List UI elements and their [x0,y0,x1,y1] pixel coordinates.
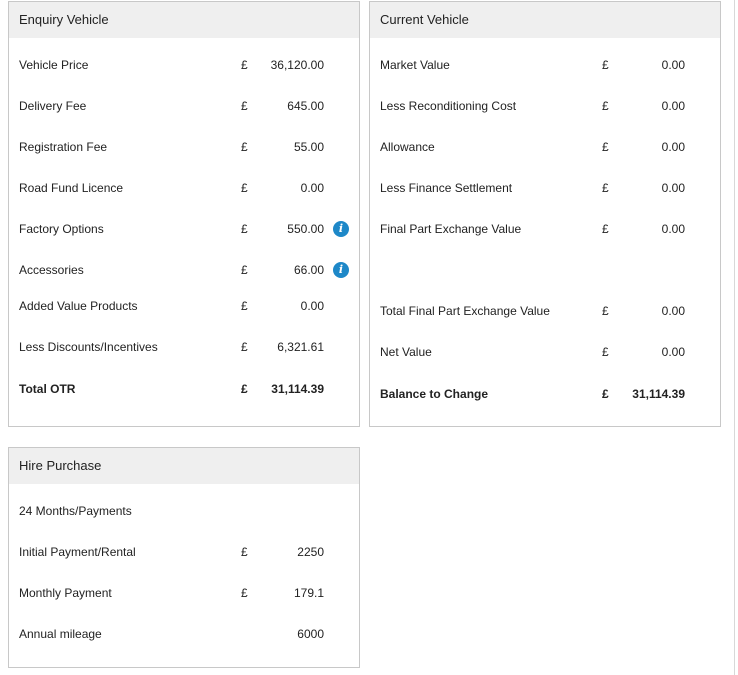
row-label: Delivery Fee [19,99,87,113]
row-label: Less Reconditioning Cost [380,99,517,113]
currency-symbol: £ [602,345,609,359]
currency-symbol: £ [241,299,248,313]
row-value: 0.00 [661,140,685,154]
row-label: Vehicle Price [19,58,89,72]
currency-symbol: £ [241,99,248,113]
currency-symbol: £ [241,586,248,600]
row-value: 0.00 [661,99,685,113]
currency-symbol: £ [602,58,609,72]
net-value-row: Net Value £ 0.00 [370,342,720,362]
currency-symbol: £ [241,58,248,72]
row-label: Less Discounts/Incentives [19,340,158,354]
row-label: Net Value [380,345,432,359]
monthly-payment-row: Monthly Payment £ 179.1 [9,583,359,603]
current-vehicle-panel: Current Vehicle Market Value £ 0.00 Less… [369,1,721,427]
delivery-fee-row: Delivery Fee £ 645.00 [9,96,359,116]
allowance-row: Allowance £ 0.00 [370,137,720,157]
currency-symbol: £ [241,140,248,154]
row-label: Initial Payment/Rental [19,545,136,559]
row-value: 179.1 [293,586,324,600]
row-value: 36,120.00 [270,58,324,72]
added-value-products-row: Added Value Products £ 0.00 [9,296,359,316]
balance-to-change-row: Balance to Change £ 31,114.39 [370,384,720,404]
less-finance-settlement-row: Less Finance Settlement £ 0.00 [370,178,720,198]
row-value: 645.00 [287,99,324,113]
row-label: Less Finance Settlement [380,181,513,195]
row-label: Registration Fee [19,140,108,154]
registration-fee-row: Registration Fee £ 55.00 [9,137,359,157]
row-value: 6000 [297,627,324,641]
road-fund-licence-row: Road Fund Licence £ 0.00 [9,178,359,198]
accessories-row: Accessories £ 66.00 i [9,260,359,280]
total-final-part-exchange-row: Total Final Part Exchange Value £ 0.00 [370,301,720,321]
less-reconditioning-row: Less Reconditioning Cost £ 0.00 [370,96,720,116]
factory-options-row: Factory Options £ 550.00 i [9,219,359,239]
row-value: 0.00 [661,58,685,72]
currency-symbol: £ [602,387,609,401]
total-otr-row: Total OTR £ 31,114.39 [9,379,359,399]
term-row: 24 Months/Payments [9,501,359,521]
row-label: Total OTR [19,382,76,396]
hire-purchase-title: Hire Purchase [9,448,359,484]
currency-symbol: £ [241,340,248,354]
current-vehicle-title: Current Vehicle [370,2,720,38]
currency-symbol: £ [241,263,248,277]
row-value: 0.00 [661,304,685,318]
currency-symbol: £ [241,181,248,195]
row-label: Factory Options [19,222,104,236]
hire-purchase-panel: Hire Purchase 24 Months/Payments Initial… [8,447,360,668]
currency-symbol: £ [241,222,248,236]
factory-options-info-icon[interactable]: i [333,221,349,237]
row-label: Total Final Part Exchange Value [380,304,550,318]
row-label: Monthly Payment [19,586,112,600]
row-value: 550.00 [287,222,324,236]
row-label: Added Value Products [19,299,138,313]
initial-payment-row: Initial Payment/Rental £ 2250 [9,542,359,562]
currency-symbol: £ [602,181,609,195]
term-label: 24 Months/Payments [19,504,132,518]
currency-symbol: £ [241,545,248,559]
row-value: 0.00 [300,299,324,313]
row-value: 0.00 [661,222,685,236]
annual-mileage-row: Annual mileage 6000 [9,624,359,644]
currency-symbol: £ [602,140,609,154]
final-part-exchange-row: Final Part Exchange Value £ 0.00 [370,219,720,239]
row-label: Annual mileage [19,627,102,641]
row-value: 0.00 [661,345,685,359]
row-label: Accessories [19,263,84,277]
currency-symbol: £ [241,382,248,396]
currency-symbol: £ [602,304,609,318]
row-label: Balance to Change [380,387,489,401]
row-value: 31,114.39 [271,382,324,396]
row-label: Road Fund Licence [19,181,124,195]
row-value: 31,114.39 [632,387,685,401]
enquiry-vehicle-title: Enquiry Vehicle [9,2,359,38]
market-value-row: Market Value £ 0.00 [370,55,720,75]
row-value: 66.00 [293,263,324,277]
less-discounts-row: Less Discounts/Incentives £ 6,321.61 [9,337,359,357]
row-value: 6,321.61 [277,340,324,354]
row-label: Allowance [380,140,435,154]
row-value: 0.00 [661,181,685,195]
currency-symbol: £ [602,99,609,113]
row-value: 2250 [297,545,324,559]
row-value: 0.00 [300,181,324,195]
row-label: Final Part Exchange Value [380,222,522,236]
currency-symbol: £ [602,222,609,236]
enquiry-vehicle-panel: Enquiry Vehicle Vehicle Price £ 36,120.0… [8,1,360,427]
row-label: Market Value [380,58,450,72]
row-value: 55.00 [293,140,324,154]
accessories-info-icon[interactable]: i [333,262,349,278]
scroll-edge [734,0,735,675]
vehicle-price-row: Vehicle Price £ 36,120.00 [9,55,359,75]
